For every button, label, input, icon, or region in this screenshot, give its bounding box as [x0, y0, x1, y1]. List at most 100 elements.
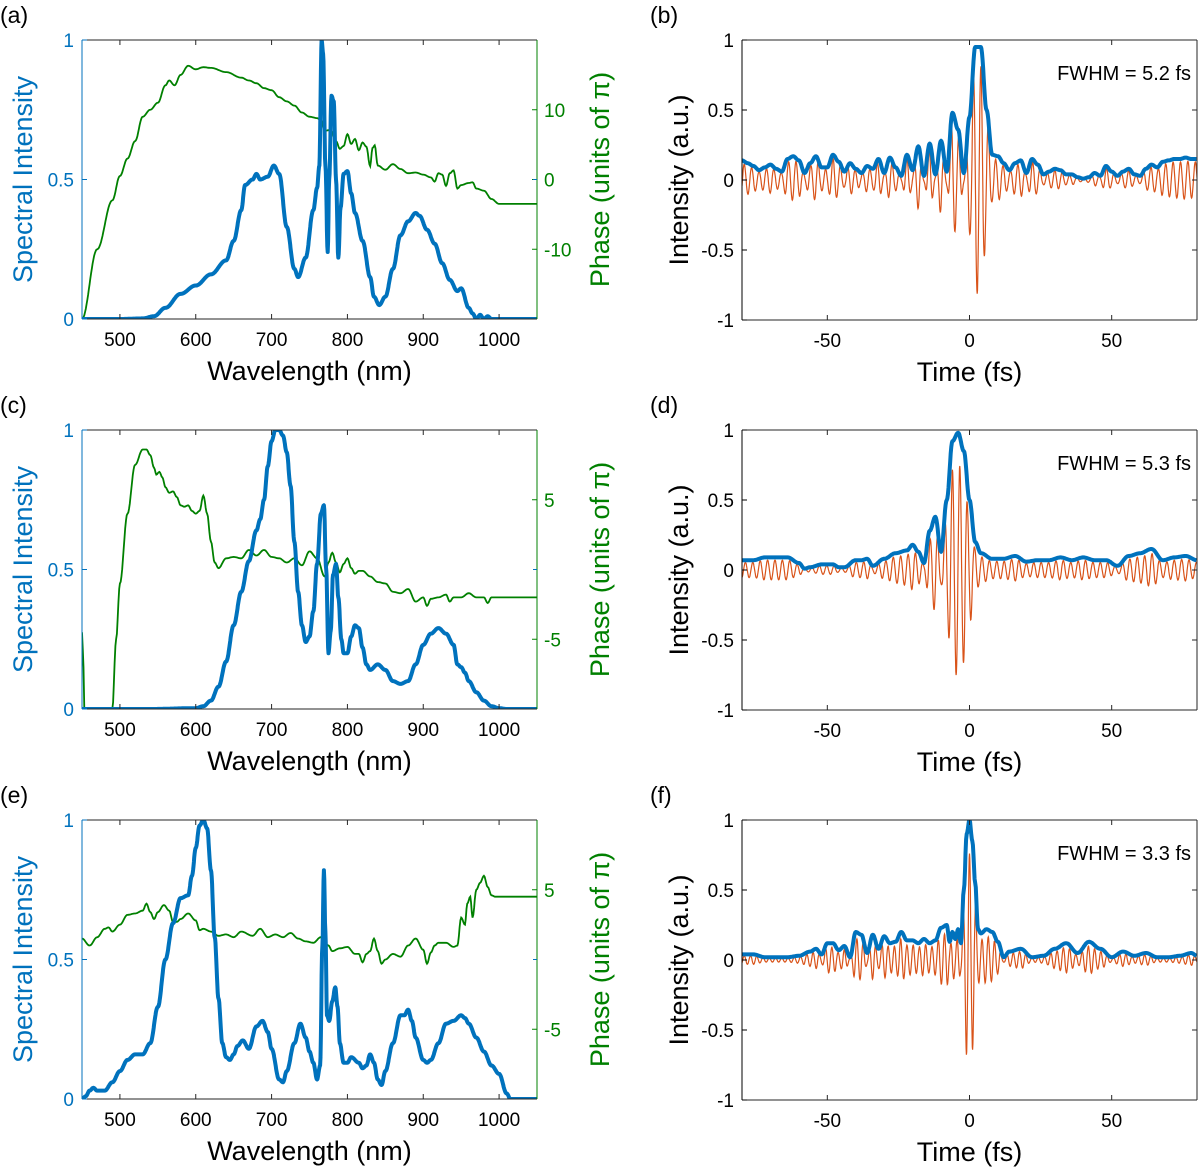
x-tick-label: 700 [256, 720, 288, 741]
y-tick-label: 0 [723, 951, 734, 972]
x-tick-label: 0 [964, 1111, 975, 1132]
phase-line [82, 64, 537, 319]
electric-field-line [742, 853, 1197, 1055]
x-tick-label: 600 [180, 330, 212, 351]
y-axis-label: Spectral Intensity [8, 75, 38, 283]
x-axis-label: Wavelength (nm) [207, 1136, 412, 1166]
x-tick-label: 500 [104, 720, 136, 741]
x-tick-label: 800 [332, 330, 364, 351]
panel-d: (d) FWHM = 5.3 fs -50 0 50 -1 -0.5 0 0.5 1 Time (f… [650, 392, 1198, 777]
plot-area [742, 430, 1197, 676]
y2-tick-label: 5 [544, 491, 555, 512]
fwhm-annotation: FWHM = 5.2 fs [1057, 63, 1191, 85]
y-tick-label: -0.5 [701, 1021, 734, 1042]
y-tick-label: 0.5 [708, 491, 734, 512]
y2-tick-label: 5 [544, 881, 555, 902]
x-tick-label: 600 [180, 1110, 212, 1131]
y-tick-label: 0 [723, 171, 734, 192]
y-tick-label: 0.5 [708, 881, 734, 902]
y2-tick-label: -5 [544, 1020, 561, 1041]
x-tick-label: 50 [1101, 721, 1122, 742]
y-tick-label: -1 [717, 311, 734, 332]
electric-field-line [742, 465, 1197, 676]
phase-line [82, 874, 537, 966]
y-axis-label: Spectral Intensity [8, 465, 38, 673]
x-tick-label: 900 [407, 1110, 439, 1131]
panel-label: (d) [650, 392, 678, 418]
y-axis-label: Intensity (a.u.) [664, 874, 694, 1045]
y-tick-label: 0.5 [48, 561, 74, 582]
panel-label: (e) [0, 782, 28, 808]
x-tick-label: 600 [180, 720, 212, 741]
x-tick-label: 0 [964, 721, 975, 742]
intensity-envelope-line [742, 45, 1197, 181]
y-tick-label: 1 [723, 811, 734, 832]
y-tick-label: 0.5 [48, 951, 74, 972]
x-tick-label: 500 [104, 1110, 136, 1131]
panel-label: (f) [650, 782, 672, 808]
y-axis-label: Intensity (a.u.) [664, 94, 694, 265]
y-tick-label: 1 [63, 31, 74, 52]
plot-area [82, 820, 537, 1099]
y2-axis-label: Phase (units of π) [585, 72, 615, 287]
panel-label: (c) [0, 392, 27, 418]
y-tick-label: -1 [717, 701, 734, 722]
y-axis-label: Intensity (a.u.) [664, 484, 694, 655]
spectral-intensity-line [82, 40, 537, 319]
panel-label: (b) [650, 2, 678, 28]
fwhm-annotation: FWHM = 5.3 fs [1057, 453, 1191, 475]
x-tick-label: 1000 [478, 720, 520, 741]
plot-area [82, 40, 537, 319]
x-tick-label: -50 [814, 1111, 841, 1132]
x-tick-label: 700 [256, 330, 288, 351]
x-tick-label: 700 [256, 1110, 288, 1131]
x-tick-label: 500 [104, 330, 136, 351]
x-tick-label: 800 [332, 1110, 364, 1131]
y-tick-label: -0.5 [701, 631, 734, 652]
x-tick-label: 900 [407, 330, 439, 351]
x-tick-label: -50 [814, 331, 841, 352]
y-tick-label: 0 [63, 700, 74, 721]
phase-line [82, 448, 537, 709]
panel-a: (a) 500 600 700 800 900 1000 0 0.5 1 -10 0 10 Wavelen… [0, 2, 615, 386]
spectral-intensity-line [82, 430, 537, 709]
y-tick-label: 1 [63, 811, 74, 832]
y2-axis-label: Phase (units of π) [585, 852, 615, 1067]
x-tick-label: 50 [1101, 331, 1122, 352]
panel-e: (e) 500 600 700 800 900 1000 0 0.5 1 -5 5 Wavelength… [0, 782, 615, 1166]
y-tick-label: 1 [723, 31, 734, 52]
x-axis-label: Time (fs) [917, 747, 1022, 777]
plot-area [742, 45, 1197, 294]
y2-tick-label: -5 [544, 630, 561, 651]
x-axis-label: Wavelength (nm) [207, 746, 412, 776]
panel-c: (c) 500 600 700 800 900 1000 0 0.5 1 -5 5 Wavelength… [0, 392, 615, 776]
x-tick-label: 0 [964, 331, 975, 352]
intensity-envelope-line [742, 430, 1197, 571]
y-tick-label: 0 [723, 561, 734, 582]
x-tick-label: -50 [814, 721, 841, 742]
x-axis-label: Wavelength (nm) [207, 356, 412, 386]
x-tick-label: 1000 [478, 330, 520, 351]
y-tick-label: 0.5 [48, 171, 74, 192]
x-axis-label: Time (fs) [917, 357, 1022, 387]
y-tick-label: 1 [723, 421, 734, 442]
x-tick-label: 900 [407, 720, 439, 741]
fwhm-annotation: FWHM = 3.3 fs [1057, 843, 1191, 865]
panel-label: (a) [0, 2, 28, 28]
y-tick-label: 0 [63, 310, 74, 331]
y-tick-label: 0 [63, 1090, 74, 1111]
y-tick-label: 1 [63, 421, 74, 442]
y2-axis-label: Phase (units of π) [585, 462, 615, 677]
x-tick-label: 50 [1101, 1111, 1122, 1132]
spectral-intensity-line [82, 820, 537, 1099]
x-axis-label: Time (fs) [917, 1137, 1022, 1167]
x-tick-label: 800 [332, 720, 364, 741]
y-tick-label: -1 [717, 1091, 734, 1112]
panel-f: (f) FWHM = 3.3 fs -50 0 50 -1 -0.5 0 0.5 1 Time (f… [650, 782, 1198, 1167]
plot-area [82, 430, 537, 709]
y2-tick-label: 10 [544, 101, 565, 122]
x-tick-label: 1000 [478, 1110, 520, 1131]
y2-tick-label: 0 [544, 171, 555, 192]
y-axis-label: Spectral Intensity [8, 855, 38, 1063]
